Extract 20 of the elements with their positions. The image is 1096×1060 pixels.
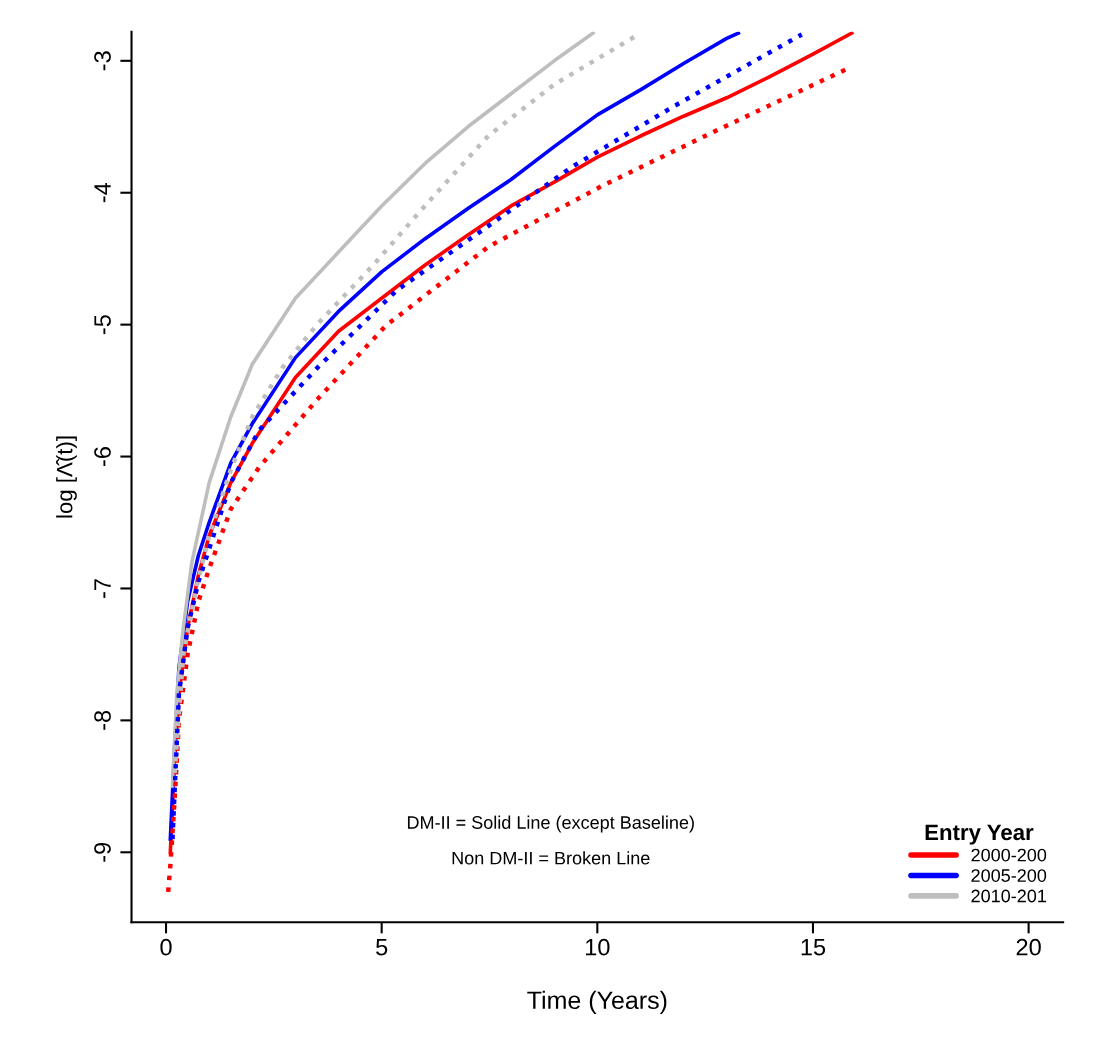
legend-label: 2005-200 bbox=[971, 869, 1047, 882]
x-axis-title: Time (Years) bbox=[527, 990, 667, 1015]
legend-title: Entry Year bbox=[925, 824, 1034, 845]
x-tick-label: 20 bbox=[1016, 938, 1041, 956]
legend-label: 2010-201 bbox=[971, 889, 1046, 903]
y-tick-label: -7 bbox=[94, 579, 111, 598]
x-tick-label: 5 bbox=[376, 939, 388, 956]
y-axis-title: log [Λ̂(t)] bbox=[56, 436, 77, 518]
y-tick-label: -6 bbox=[94, 447, 111, 466]
legend-label: 2000-200 bbox=[971, 848, 1047, 862]
annotation: DM-II = Solid Line (except Baseline) bbox=[407, 815, 694, 833]
annotation: Non DM-II = Broken Line bbox=[452, 851, 650, 865]
x-tick-label: 10 bbox=[585, 938, 610, 956]
y-tick-label: -4 bbox=[94, 182, 111, 203]
y-tick-label: -8 bbox=[94, 710, 111, 730]
y-tick-label: -3 bbox=[94, 51, 111, 71]
x-tick-label: 0 bbox=[160, 938, 172, 956]
x-tick-label: 15 bbox=[801, 939, 826, 956]
y-tick-label: -9 bbox=[94, 842, 111, 862]
y-tick-label: -5 bbox=[94, 315, 111, 335]
